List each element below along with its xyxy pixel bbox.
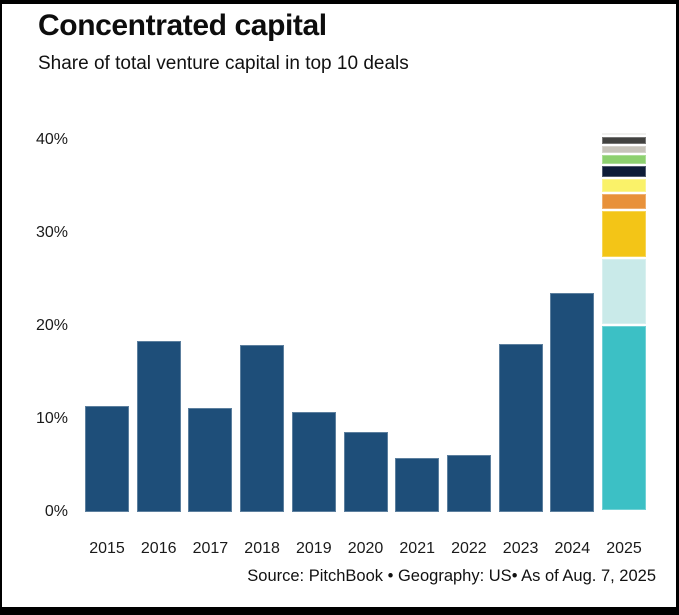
bar-2020 [343, 432, 388, 512]
bar-2025-deal-10 [602, 132, 646, 135]
bar-2025-deal-8 [602, 145, 646, 154]
bar-2025-deal-4 [602, 194, 646, 209]
bar-2024 [550, 293, 595, 512]
x-axis-label-2018: 2018 [244, 540, 280, 557]
bar-2019-top-10-share [291, 412, 336, 512]
bar-2018-top-10-share [240, 344, 285, 512]
bar-2025 [602, 132, 646, 512]
y-axis-tick-10: 10% [35, 410, 68, 427]
x-axis-label-2020: 2020 [347, 540, 384, 557]
y-axis-tick-40: 40% [35, 131, 68, 148]
x-axis-label-2017: 2017 [192, 540, 229, 557]
bar-2023-top-10-share [498, 343, 543, 512]
x-axis-label-2022: 2022 [451, 540, 487, 557]
bar-2025-deal-5 [602, 179, 646, 193]
x-axis-label-2019: 2019 [296, 540, 332, 557]
bar-2020-top-10-share [343, 432, 388, 512]
bar-2019 [291, 412, 336, 512]
plot-area: 0% 10% 20% 30% 40% 2015 2016 2017 2018 2019 2020 20… [2, 4, 676, 607]
y-axis-tick-20: 20% [35, 317, 68, 334]
bar-2025-deal-9 [602, 136, 646, 144]
bar-2015 [85, 405, 129, 512]
x-axis-label-2021: 2021 [399, 540, 435, 557]
y-axis-tick-0: 0% [44, 503, 68, 520]
bar-2016-top-10-share [136, 340, 181, 512]
x-axis-label-2025: 2025 [606, 540, 642, 557]
bar-2025-deal-7 [602, 155, 646, 165]
bar-2022 [446, 455, 491, 512]
x-axis-label-2016: 2016 [140, 540, 177, 557]
bar-2025-deal-6 [602, 166, 646, 178]
bar-2025-deal-3 [602, 210, 646, 258]
x-axis-label-2024: 2024 [554, 540, 591, 557]
bar-2022-top-10-share [446, 455, 491, 512]
chart-title: Concentrated capital [38, 9, 327, 42]
bar-2017 [188, 407, 233, 512]
y-axis-tick-30: 30% [35, 224, 68, 241]
bar-2025-deal-1 [602, 326, 646, 511]
bar-2025-deal-2 [602, 259, 646, 325]
bar-2021 [395, 458, 440, 512]
bar-2024-top-10-share [550, 293, 595, 512]
source-note: Source: PitchBook • Geography: US• As of… [247, 567, 656, 585]
x-axis-label-2023: 2023 [502, 540, 539, 557]
bar-2018 [240, 344, 285, 512]
chart-subtitle: Share of total venture capital in top 10… [38, 53, 409, 74]
bar-2023 [498, 343, 543, 512]
bar-2016 [136, 340, 181, 512]
x-axis-label-2015: 2015 [89, 540, 125, 557]
bar-2015-top-10-share [85, 405, 129, 512]
bar-2017-top-10-share [188, 407, 233, 512]
bar-2021-top-10-share [395, 458, 440, 512]
